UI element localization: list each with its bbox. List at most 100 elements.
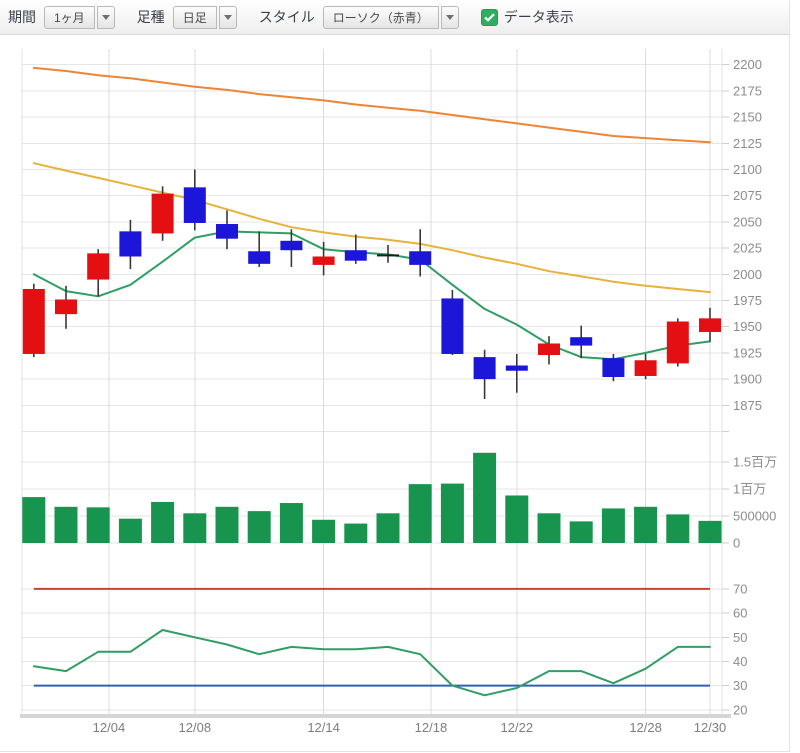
candle-12/29[interactable]	[666, 318, 689, 367]
volume-bar-12/17[interactable]	[408, 484, 432, 543]
price-axis-label: 2025	[733, 241, 762, 256]
style-select-caret-button[interactable]	[440, 5, 459, 29]
volume-bar-12/24[interactable]	[569, 521, 593, 543]
candle-12/10[interactable]	[248, 231, 271, 267]
candle-12/02[interactable]	[55, 285, 77, 329]
candle-12/09[interactable]	[216, 210, 238, 250]
volume-bar-12/10[interactable]	[247, 511, 271, 543]
volume-bar-12/01[interactable]	[22, 497, 46, 543]
candle-body	[22, 288, 45, 354]
price-axis-label: 1950	[733, 319, 762, 334]
price-axis-label: 1925	[733, 345, 762, 360]
candle-12/15[interactable]	[344, 234, 367, 264]
volume-bar-12/21[interactable]	[473, 452, 497, 543]
ma-short-line	[32, 230, 711, 361]
candle-body	[344, 250, 367, 261]
date-axis-label: 12/18	[415, 720, 448, 735]
style-select-value[interactable]: ローソク（赤青）	[322, 5, 439, 29]
volume-bar-12/13[interactable]	[279, 503, 303, 543]
volume-bar-12/14[interactable]	[312, 519, 336, 543]
candle-body	[699, 318, 721, 332]
candle-12/27[interactable]	[602, 353, 625, 382]
chevron-down-icon	[445, 14, 454, 20]
candle-body	[377, 254, 399, 257]
period-label: 期間	[8, 9, 36, 25]
price-axis-label: 1875	[733, 398, 762, 413]
data-display-checkbox[interactable]	[480, 8, 498, 26]
candle-body	[248, 251, 271, 264]
price-axis-label: 2150	[733, 110, 762, 125]
data-display-group: データ表示	[480, 7, 574, 27]
date-axis-label: 12/04	[93, 720, 126, 735]
volume-axis-label: 0	[733, 536, 740, 551]
period-group: 期間 1ヶ月	[8, 5, 115, 29]
price-axis-label: 2200	[733, 57, 762, 72]
candle-body	[55, 299, 77, 315]
candlestick-series	[22, 169, 721, 400]
candle-12/22[interactable]	[505, 353, 528, 393]
volume-bar-12/08[interactable]	[183, 513, 207, 543]
candle-12/07[interactable]	[151, 186, 174, 241]
rsi-axis-label: 50	[733, 630, 747, 645]
date-axis-label: 12/28	[629, 720, 662, 735]
bar-type-select[interactable]: 日足	[172, 5, 237, 29]
volume-bar-12/27[interactable]	[601, 508, 625, 543]
candle-body	[87, 253, 110, 280]
candle-12/30[interactable]	[699, 307, 721, 342]
volume-series	[22, 452, 722, 543]
candle-12/01[interactable]	[22, 283, 45, 358]
candle-12/23[interactable]	[538, 336, 560, 365]
candle-12/20[interactable]	[441, 290, 464, 356]
price-axis-label: 2000	[733, 267, 762, 282]
volume-bar-12/03[interactable]	[86, 507, 110, 543]
candle-12/28[interactable]	[634, 353, 657, 380]
candle-body	[280, 240, 303, 251]
price-axis-label: 2100	[733, 162, 762, 177]
rsi-axis-label: 30	[733, 678, 747, 693]
volume-bar-12/16[interactable]	[376, 513, 400, 543]
candle-12/06[interactable]	[119, 219, 142, 270]
period-select-value[interactable]: 1ヶ月	[44, 5, 95, 29]
volume-bar-12/07[interactable]	[151, 501, 175, 543]
volume-bar-12/29[interactable]	[666, 514, 690, 543]
candle-body	[183, 187, 206, 223]
style-select[interactable]: ローソク（赤青）	[322, 5, 459, 29]
volume-bar-12/28[interactable]	[634, 506, 658, 543]
volume-bar-12/23[interactable]	[537, 513, 561, 543]
period-select-caret-button[interactable]	[96, 5, 115, 29]
volume-axis-label: 500000	[733, 508, 776, 523]
volume-bar-12/15[interactable]	[344, 523, 368, 543]
bar-type-group: 足種 日足	[137, 5, 237, 29]
volume-bar-12/06[interactable]	[118, 518, 142, 543]
candle-12/16[interactable]	[377, 244, 399, 263]
candle-12/08[interactable]	[183, 169, 206, 231]
bar-type-select-value[interactable]: 日足	[172, 5, 217, 29]
candle-12/21[interactable]	[473, 349, 496, 400]
candle-body	[666, 321, 689, 364]
volume-bar-12/30[interactable]	[698, 520, 722, 543]
candle-12/24[interactable]	[570, 325, 593, 359]
check-icon	[483, 12, 495, 22]
candle-body	[216, 224, 238, 239]
rsi-axis-label: 40	[733, 654, 747, 669]
volume-bar-12/20[interactable]	[440, 483, 464, 543]
volume-bar-12/22[interactable]	[505, 495, 529, 543]
candle-12/03[interactable]	[87, 249, 110, 297]
period-select[interactable]: 1ヶ月	[44, 5, 115, 29]
candle-body	[602, 358, 625, 378]
date-axis-label: 12/14	[307, 720, 340, 735]
chevron-down-icon	[101, 14, 110, 20]
candle-12/14[interactable]	[312, 241, 335, 276]
chevron-down-icon	[223, 14, 232, 20]
volume-bar-12/09[interactable]	[215, 506, 239, 543]
candle-12/17[interactable]	[409, 229, 432, 277]
price-volume-rsi-chart[interactable]: 2200217521502125210020752050202520001975…	[0, 35, 790, 752]
candle-12/13[interactable]	[280, 229, 303, 267]
ma-mid-line	[32, 162, 711, 294]
volume-bar-12/02[interactable]	[54, 506, 78, 543]
rsi-axis-label: 60	[733, 606, 747, 621]
data-display-label: データ表示	[503, 9, 574, 25]
price-axis-label: 2075	[733, 188, 762, 203]
bar-type-select-caret-button[interactable]	[218, 5, 237, 29]
candle-body	[312, 256, 335, 265]
